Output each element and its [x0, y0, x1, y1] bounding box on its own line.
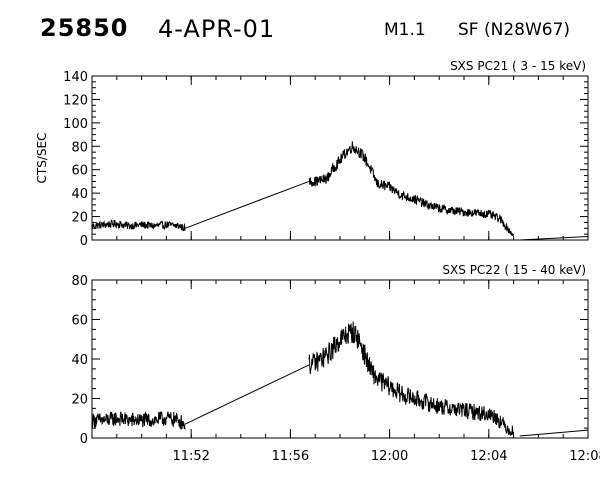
flare-class: M1.1 — [384, 20, 426, 40]
y-tick-label: 40 — [71, 353, 88, 368]
y-tick-label: 120 — [63, 93, 88, 108]
y-tick-label: 0 — [80, 432, 88, 447]
gap-connector-line — [184, 180, 310, 229]
chart-panel-2: SXS PC22 ( 15 - 40 keV) 0 20 40 60 80 11:52 11:… — [71, 263, 600, 464]
series-line-pre-gap — [91, 410, 186, 431]
x-tick-label: 11:56 — [272, 449, 309, 464]
x-tick-label: 12:04 — [470, 449, 507, 464]
y-tick-label: 80 — [71, 274, 88, 289]
x-tick-label: 12:00 — [371, 449, 408, 464]
plot-frame — [91, 279, 589, 439]
y-tick-label: 20 — [71, 211, 88, 226]
panel-title: SXS PC22 ( 15 - 40 keV) — [442, 263, 586, 277]
series-line-flare — [308, 321, 515, 437]
tail-connector-line — [519, 235, 589, 241]
x-tick-label: 12:08 — [569, 449, 600, 464]
series-line-pre-gap — [91, 219, 186, 232]
y-tick-label: 20 — [71, 393, 88, 408]
gap-connector-line — [184, 364, 310, 425]
y-tick-label: 60 — [71, 164, 88, 179]
event-id: 25850 — [40, 14, 129, 42]
event-date: 4-APR-01 — [158, 15, 276, 43]
plot-frame — [91, 75, 589, 241]
y-axis-label: CTS/SEC — [35, 133, 49, 184]
y-tick-label: 100 — [63, 117, 88, 132]
chart-panel-1: SXS PC21 ( 3 - 15 keV) CTS/SEC 0 20 40 60 80 10… — [35, 59, 589, 249]
series-line-flare — [308, 141, 515, 237]
y-tick-label: 0 — [80, 234, 88, 249]
y-tick-label: 80 — [71, 140, 88, 155]
y-tick-label: 60 — [71, 314, 88, 329]
x-tick-label: 11:52 — [172, 449, 209, 464]
y-tick-label: 140 — [63, 70, 88, 85]
tail-connector-line — [519, 429, 589, 437]
y-tick-label: 40 — [71, 187, 88, 202]
panel-title: SXS PC21 ( 3 - 15 keV) — [450, 59, 586, 73]
flare-location: SF (N28W67) — [458, 20, 571, 40]
